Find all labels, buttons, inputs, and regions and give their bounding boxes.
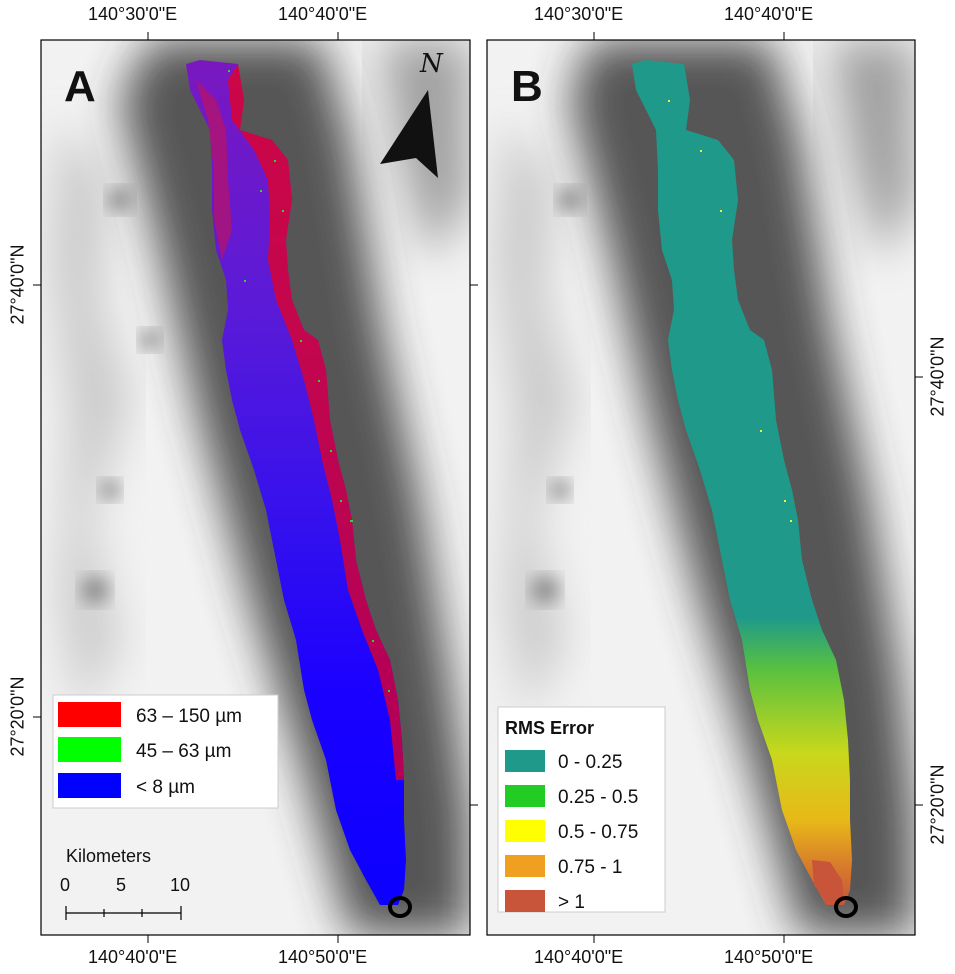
north-label: N: [419, 49, 444, 79]
north-arrow: N: [380, 49, 444, 178]
top-axis-label-b-1: 140°30'0"E: [534, 4, 624, 24]
scale-label-0: 0: [60, 875, 70, 895]
scale-label-10: 10: [170, 875, 190, 895]
legend-swatch-rms-0: [505, 750, 545, 772]
legend-label-rms-0: 0 - 0.25: [558, 752, 622, 773]
bottom-axis-label-b-2: 140°50'0"E: [724, 947, 814, 967]
legend-swatch-fine: [58, 773, 121, 798]
map-panel-b: B RMS Error 0 - 0.25 0.25 - 0.5 0.5 - 0.…: [486, 32, 923, 943]
legend-label-rms-3: 0.75 - 1: [558, 857, 622, 878]
legend-swatch-rms-2: [505, 820, 545, 842]
left-axis-label-a-1: 27°40'0"N: [7, 244, 28, 325]
legend-label-rms-4: > 1: [558, 892, 585, 913]
right-axis-label-b-2: 27°20'0"N: [927, 764, 948, 845]
right-axis-label-b-1: 27°40'0"N: [927, 336, 948, 417]
legend-title-rms: RMS Error: [505, 718, 594, 738]
panel-label-a: A: [64, 62, 96, 111]
top-axis-label-a-1: 140°30'0"E: [88, 4, 178, 24]
legend-b: RMS Error 0 - 0.25 0.25 - 0.5 0.5 - 0.75…: [497, 706, 666, 913]
top-axis-label-a-2: 140°40'0"E: [278, 4, 368, 24]
scale-bar: Kilometers 0 5 10: [60, 846, 190, 920]
left-axis-label-a-2: 27°20'0"N: [7, 676, 28, 757]
legend-label-rms-2: 0.5 - 0.75: [558, 822, 638, 843]
legend-swatch-rms-1: [505, 785, 545, 807]
plume-b: [632, 60, 852, 905]
bottom-axis-label-b-1: 140°40'0"E: [534, 947, 624, 967]
legend-swatch-coarse: [58, 702, 121, 727]
legend-label-rms-1: 0.25 - 0.5: [558, 787, 638, 808]
volcano-vent-marker-b: [834, 896, 858, 918]
legend-swatch-rms-3: [505, 855, 545, 877]
legend-label-coarse: 63 – 150 µm: [136, 706, 242, 727]
scale-title: Kilometers: [66, 846, 151, 866]
legend-swatch-medium: [58, 737, 121, 762]
top-axis-label-b-2: 140°40'0"E: [724, 4, 814, 24]
bottom-axis-label-a-2: 140°50'0"E: [278, 947, 368, 967]
scale-label-5: 5: [116, 875, 126, 895]
map-panel-a: A N 63 – 150 µm 45 – 63 µm < 8 µm Kilome…: [33, 32, 478, 943]
legend-a: 63 – 150 µm 45 – 63 µm < 8 µm: [52, 694, 279, 809]
plume-a: [186, 60, 406, 905]
volcano-vent-marker-a: [388, 896, 412, 918]
panel-label-b: B: [511, 62, 543, 111]
legend-label-fine: < 8 µm: [136, 777, 195, 798]
legend-swatch-rms-4: [505, 890, 545, 912]
legend-label-medium: 45 – 63 µm: [136, 741, 231, 762]
bottom-axis-label-a-1: 140°40'0"E: [88, 947, 178, 967]
